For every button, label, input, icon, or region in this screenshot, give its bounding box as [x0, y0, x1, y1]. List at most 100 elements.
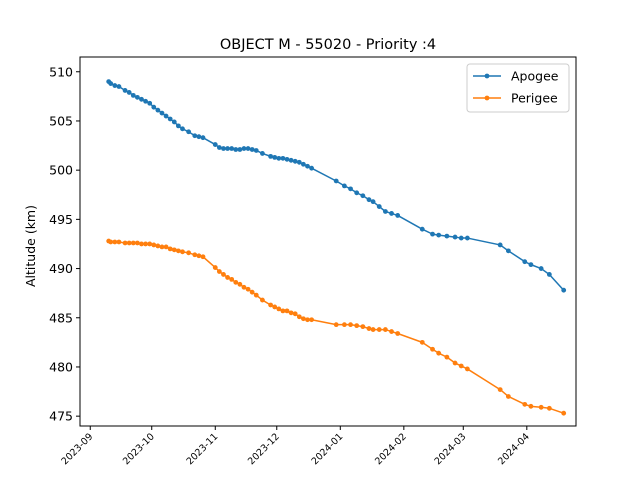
- perigee-data-point: [171, 247, 177, 253]
- y-axis-ticks: 475 480 485 490 495 500 505 510: [49, 64, 80, 424]
- perigee-data-point: [276, 306, 282, 312]
- y-tick-label: 485: [49, 310, 73, 325]
- perigee-data-point: [253, 292, 259, 298]
- apogee-data-point: [122, 88, 128, 93]
- perigee-data-point: [143, 241, 148, 247]
- apogee-data-point: [292, 158, 298, 164]
- perigee-data-point: [528, 403, 534, 409]
- apogee-data-point: [171, 119, 177, 125]
- apogee-data-point: [112, 83, 118, 88]
- perigee-data-point: [288, 310, 294, 316]
- apogee-data-point: [296, 159, 302, 165]
- perigee-data-point: [233, 279, 239, 285]
- legend: Apogee Perigee: [466, 63, 570, 113]
- apogee-data-point: [370, 199, 376, 205]
- perigee-data-point: [272, 304, 278, 310]
- perigee-data-point: [139, 241, 144, 247]
- apogee-data-point: [116, 84, 122, 89]
- apogee-data-point: [180, 126, 185, 132]
- perigee-data-point: [348, 322, 353, 328]
- perigee-data-point: [389, 329, 394, 334]
- apogee-data-point: [444, 233, 450, 239]
- apogee-data-point: [284, 156, 290, 162]
- y-tick-label: 475: [49, 409, 73, 424]
- perigee-data-point: [108, 239, 114, 245]
- perigee-data-point: [280, 308, 286, 314]
- apogee-data-point: [389, 211, 394, 216]
- apogee-data-point: [288, 157, 294, 163]
- perigee-data-point: [561, 410, 567, 416]
- perigee-data-point: [245, 286, 251, 292]
- apogee-data-point: [147, 100, 153, 106]
- apogee-data-point: [108, 81, 114, 86]
- perigee-data-point: [309, 317, 314, 323]
- apogee-data-point: [538, 266, 544, 271]
- perigee-data-point: [458, 363, 464, 369]
- legend-perigee-label: Perigee: [511, 91, 558, 106]
- perigee-data-point: [260, 297, 265, 303]
- perigee-data-point: [292, 311, 298, 317]
- apogee-data-point: [130, 92, 136, 98]
- perigee-data-point: [221, 272, 226, 277]
- perigee-data-point: [505, 394, 511, 399]
- apogee-data-point: [126, 90, 132, 95]
- perigee-data-point: [342, 322, 347, 328]
- apogee-data-point: [382, 209, 388, 214]
- perigee-data-point: [301, 316, 306, 322]
- apogee-data-point: [561, 287, 567, 293]
- perigee-data-point: [241, 284, 247, 290]
- legend-perigee-marker: [484, 95, 490, 101]
- perigee-data-point: [419, 339, 425, 345]
- apogee-data-point: [497, 242, 503, 248]
- perigee-data-point: [354, 323, 360, 329]
- apogee-data-point: [276, 155, 282, 161]
- perigee-data-point: [444, 354, 450, 360]
- perigee-data-point: [366, 326, 372, 331]
- apogee-data-point: [237, 147, 243, 152]
- apogee-data-point: [241, 146, 247, 151]
- perigee-data-point: [216, 269, 222, 274]
- apogee-data-point: [260, 151, 265, 156]
- perigee-data-point: [268, 302, 274, 308]
- apogee-data-point: [395, 213, 401, 218]
- y-tick-label: 495: [49, 212, 73, 227]
- apogee-data-point: [458, 235, 464, 241]
- series-layer: [106, 79, 567, 416]
- apogee-data-point: [419, 226, 425, 232]
- perigee-data-point: [296, 314, 302, 320]
- perigee-data-point: [180, 249, 185, 255]
- apogee-data-point: [229, 146, 235, 151]
- perigee-data-point: [159, 244, 165, 250]
- y-tick-label: 505: [49, 113, 73, 128]
- perigee-data-point: [464, 366, 470, 372]
- apogee-data-point: [546, 272, 552, 277]
- apogee-data-point: [159, 110, 165, 116]
- apogee-data-point: [212, 142, 218, 147]
- perigee-data-point: [546, 405, 552, 411]
- apogee-data-point: [436, 232, 442, 238]
- perigee-data-point: [229, 276, 235, 282]
- perigee-data-point: [237, 281, 243, 287]
- chart-title: OBJECT M - 55020 - Priority :4: [220, 37, 436, 53]
- apogee-data-point: [233, 147, 239, 152]
- y-tick-label: 500: [49, 163, 73, 178]
- perigee-data-point: [163, 244, 169, 250]
- plot-frame: [79, 56, 577, 427]
- apogee-data-point: [280, 155, 286, 161]
- apogee-data-point: [354, 190, 360, 196]
- apogee-data-point: [376, 204, 382, 209]
- apogee-data-point: [186, 129, 192, 135]
- perigee-data-point: [538, 404, 544, 410]
- perigee-data-point: [436, 350, 442, 356]
- perigee-data-point: [147, 241, 153, 247]
- apogee-data-point: [272, 154, 278, 160]
- perigee-data-point: [360, 324, 366, 330]
- apogee-data-point: [348, 186, 353, 192]
- apogee-data-point: [134, 94, 140, 100]
- apogee-data-point: [333, 178, 339, 184]
- apogee-data-point: [167, 116, 173, 122]
- apogee-data-point: [366, 197, 372, 203]
- apogee-data-point: [139, 96, 144, 102]
- perigee-data-point: [186, 250, 192, 256]
- legend-apogee-marker: [484, 73, 490, 79]
